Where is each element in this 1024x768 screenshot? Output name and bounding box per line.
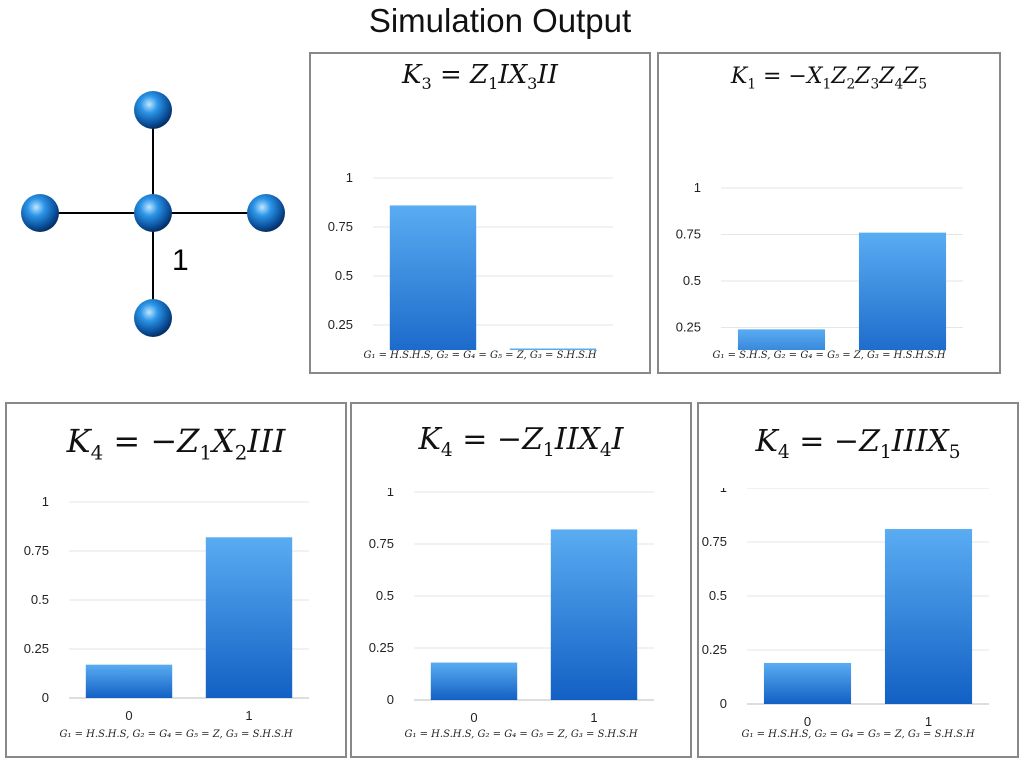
- chart-title: K4 = −Z1IIIX5: [755, 424, 961, 463]
- graph-node-top: [134, 91, 172, 129]
- bar-chart: 0 0.25 0.5 0.75 1 0 1: [24, 494, 309, 723]
- y-tick-label: 1: [42, 494, 49, 509]
- chart-title: K3 = Z1IX3II: [402, 60, 558, 94]
- graph-node-bottom: [134, 299, 172, 337]
- bar-1: [550, 529, 638, 700]
- y-tick-label: 0.75: [24, 543, 49, 558]
- bar-0: [430, 662, 518, 700]
- y-tick-label: 1: [694, 180, 701, 195]
- y-tick-label: 0.75: [328, 219, 353, 234]
- bar-0: [389, 205, 477, 350]
- y-tick-label: 1: [346, 170, 353, 185]
- x-category-label: 1: [245, 708, 252, 723]
- page-title: Simulation Output: [368, 2, 632, 39]
- bar-1: [858, 232, 947, 350]
- y-tick-label: 0.25: [328, 317, 353, 332]
- y-tick-label: 0: [42, 690, 49, 705]
- chart-title: K4 = −Z1X2III: [66, 422, 286, 465]
- bar-chart: 0 0.25 0.5 0.75 1 0 1: [702, 488, 989, 729]
- chart-caption: G₁ = S.H.S, G₂ = G₄ = G₅ = Z, G₃ = H.S.H…: [712, 350, 946, 361]
- chart-caption: G₁ = H.S.H.S, G₂ = G₄ = G₅ = Z, G₃ = S.H…: [741, 729, 975, 740]
- bar-1: [884, 529, 973, 704]
- y-tick-label: 0.75: [702, 534, 727, 549]
- graph-node-center: [134, 194, 172, 232]
- x-category-label: 0: [125, 708, 132, 723]
- chart-caption: G₁ = H.S.H.S, G₂ = G₄ = G₅ = Z, G₃ = S.H…: [404, 729, 638, 740]
- x-category-label: 1: [590, 710, 597, 725]
- chart-caption: G₁ = H.S.H.S, G₂ = G₄ = G₅ = Z, G₃ = S.H…: [363, 350, 597, 361]
- y-tick-label: 0.25: [369, 640, 394, 655]
- y-tick-label: 0.5: [335, 268, 353, 283]
- y-tick-label: 0.75: [676, 227, 701, 242]
- chart-panel-3: K4 = −Z1X2III 0 0.25 0.5 0.75 1 0 1 G₁ = H.S.H.S…: [5, 402, 347, 758]
- y-tick-label: 1: [387, 488, 394, 499]
- y-tick-label: 0.25: [702, 642, 727, 657]
- bar-chart: 0 0.25 0.5 0.75 1 0 1: [369, 488, 654, 725]
- bar-1: [509, 348, 597, 350]
- center-node-label: 1: [172, 244, 189, 277]
- y-tick-label: 0: [720, 696, 727, 711]
- y-tick-label: 1: [720, 488, 727, 495]
- x-category-label: 0: [804, 714, 811, 729]
- x-category-label: 1: [925, 714, 932, 729]
- y-tick-label: 0.5: [376, 588, 394, 603]
- chart-caption: G₁ = H.S.H.S, G₂ = G₄ = G₅ = Z, G₃ = S.H…: [59, 729, 293, 740]
- chart-title: K4 = −Z1IIX4I: [418, 422, 624, 461]
- bar-0: [85, 664, 173, 698]
- graph-node-right: [247, 194, 285, 232]
- chart-title: K1 = −X1Z2Z3Z4Z5: [730, 64, 928, 93]
- y-tick-label: 0.5: [683, 273, 701, 288]
- bar-0: [763, 662, 852, 704]
- y-tick-label: 0.5: [31, 592, 49, 607]
- y-tick-label: 0.75: [369, 536, 394, 551]
- bar-0: [737, 329, 826, 350]
- graph-node-left: [21, 194, 59, 232]
- chart-panel-4: K4 = −Z1IIX4I 0 0.25 0.5 0.75 1 0 1 G₁ = H.S.H.S…: [350, 402, 692, 758]
- y-tick-label: 0.25: [24, 641, 49, 656]
- y-tick-label: 0.5: [709, 588, 727, 603]
- bar-1: [205, 537, 293, 698]
- x-category-label: 0: [470, 710, 477, 725]
- star-graph-diagram: [21, 91, 285, 337]
- y-tick-label: 0.25: [676, 320, 701, 335]
- y-tick-label: 0: [387, 692, 394, 707]
